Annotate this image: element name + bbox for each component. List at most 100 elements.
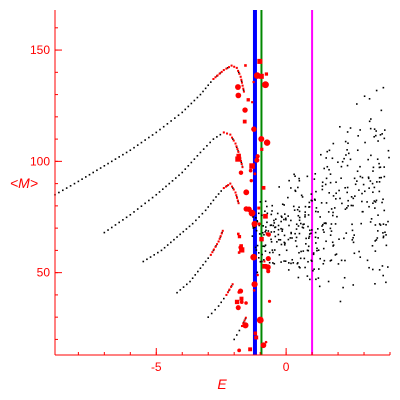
- large-point: [235, 156, 241, 162]
- scatter-point: [335, 181, 337, 184]
- scatter-point: [283, 218, 285, 221]
- curve-point-highlight: [236, 196, 239, 199]
- curve-point: [202, 264, 204, 266]
- curve-point: [226, 185, 228, 187]
- scatter-point: [332, 245, 334, 247]
- scatter-point: [300, 194, 303, 197]
- scatter-point: [385, 244, 388, 247]
- scatter-point: [296, 262, 299, 265]
- scatter-point: [274, 226, 276, 229]
- reference-lines: [252, 10, 314, 355]
- scatter-point: [278, 254, 281, 256]
- curve-point: [163, 246, 166, 249]
- scatter-point: [334, 198, 337, 200]
- scatter-point: [332, 211, 334, 214]
- scatter-point: [370, 118, 372, 120]
- scatter-point: [375, 199, 378, 202]
- scatter-point: [378, 223, 381, 225]
- curve-point: [182, 230, 185, 233]
- curve-point: [182, 286, 185, 288]
- curve-point: [165, 185, 167, 188]
- curve-point-highlight: [218, 237, 221, 240]
- curve-point-highlight: [211, 251, 214, 254]
- curve-points: [54, 64, 247, 341]
- scatter-point: [290, 231, 292, 234]
- curve-point: [176, 236, 178, 238]
- scatter-point: [295, 223, 298, 226]
- scatter-point: [268, 261, 271, 264]
- scatter-point: [288, 179, 290, 182]
- scatter-point: [310, 232, 312, 235]
- scatter-point: [373, 186, 376, 189]
- scatter-point: [297, 225, 300, 227]
- large-point: [234, 299, 240, 305]
- large-point: [251, 126, 257, 132]
- curve-point-highlight: [231, 185, 234, 188]
- scatter-point: [369, 221, 372, 223]
- scatter-point: [280, 220, 282, 223]
- curve-point: [174, 177, 177, 179]
- large-point: [254, 335, 259, 340]
- scatter-point: [372, 170, 374, 172]
- scatter-point: [346, 191, 348, 194]
- scatter-point: [373, 200, 376, 202]
- scatter-point: [331, 214, 334, 217]
- scatter-point: [288, 224, 290, 227]
- curve-point-highlight: [240, 163, 243, 166]
- curve-point: [181, 111, 184, 114]
- scatter-point: [295, 236, 298, 239]
- scatter-point: [271, 249, 274, 251]
- large-point: [263, 260, 266, 263]
- scatter-point: [371, 182, 374, 185]
- curve-point: [242, 89, 245, 91]
- curve-point-highlight: [230, 285, 233, 288]
- scatter-point: [298, 219, 301, 222]
- scatter-point: [354, 183, 357, 186]
- scatter-point: [294, 232, 296, 235]
- curve-point: [92, 171, 95, 174]
- curve-point: [210, 312, 213, 315]
- curve-point: [181, 171, 184, 174]
- scatter-point: [387, 220, 389, 223]
- scatter-point: [280, 243, 283, 246]
- scatter-point: [332, 142, 335, 145]
- scatter-point: [315, 190, 317, 193]
- scatter-point: [257, 212, 260, 215]
- large-point: [257, 222, 261, 226]
- scatter-point: [368, 98, 371, 100]
- scatter-point: [255, 217, 257, 219]
- scatter-point: [374, 207, 376, 209]
- curve-point: [162, 125, 165, 128]
- scatter-point: [327, 211, 330, 213]
- curve-point-highlight: [237, 202, 240, 205]
- curve-point: [207, 206, 210, 208]
- scatter-point: [344, 208, 347, 210]
- curve-point: [58, 191, 60, 194]
- scatter-point: [379, 134, 382, 136]
- scatter-point: [369, 127, 372, 130]
- curve-point: [107, 229, 109, 231]
- scatter-point: [308, 237, 310, 239]
- scatter-point: [262, 245, 264, 247]
- scatter-point: [369, 180, 372, 182]
- axes: -5 0 50 100 150: [30, 10, 391, 374]
- scatter-point: [264, 230, 266, 233]
- curve-point-highlight: [232, 188, 235, 191]
- scatter-point: [343, 237, 345, 240]
- scatter-point: [374, 282, 376, 285]
- curve-point: [133, 211, 135, 213]
- curve-point: [185, 228, 188, 230]
- curve-point: [238, 329, 241, 332]
- curve-point: [159, 128, 161, 131]
- curve-point: [216, 136, 218, 138]
- curve-point: [146, 258, 148, 261]
- scatter-point: [319, 257, 321, 260]
- scatter-point: [312, 252, 315, 254]
- scatter-point: [312, 253, 315, 256]
- scatter-point: [321, 225, 323, 227]
- scatter-point: [347, 199, 349, 202]
- scatter-point: [368, 205, 370, 208]
- curve-point-highlight: [238, 72, 241, 75]
- curve-point: [148, 136, 150, 139]
- scatter-point: [323, 222, 326, 225]
